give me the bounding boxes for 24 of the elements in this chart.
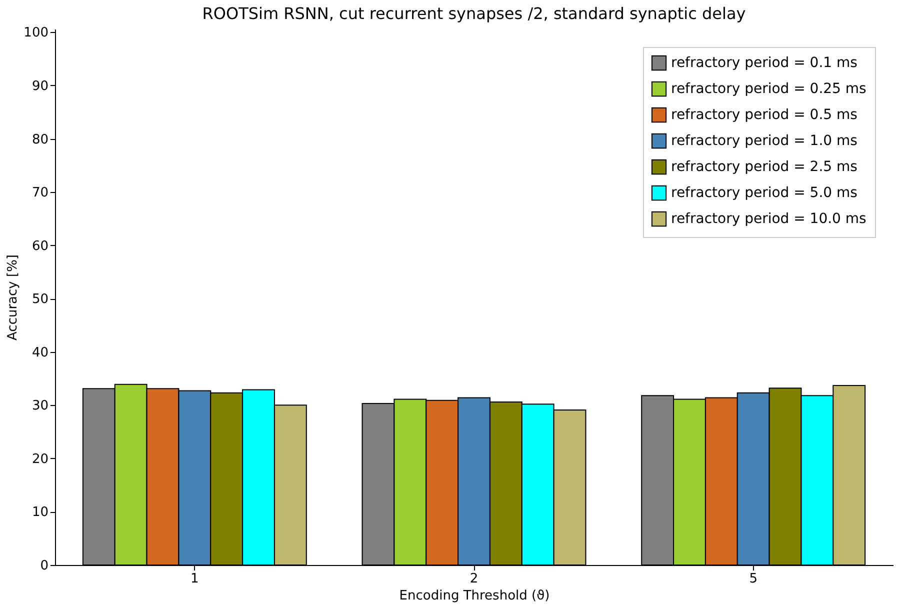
y-tick-label: 80 <box>32 132 48 148</box>
legend-label: refractory period = 0.1 ms <box>671 55 858 71</box>
y-axis-title: Accuracy [%] <box>6 254 21 340</box>
y-tick-label: 30 <box>32 398 48 414</box>
legend-label: refractory period = 5.0 ms <box>671 185 858 201</box>
y-tick-label: 10 <box>32 505 48 520</box>
chart-title: ROOTSim RSNN, cut recurrent synapses /2, standard synaptic delay <box>202 4 746 24</box>
legend-label: refractory period = 2.5 ms <box>671 159 858 175</box>
y-tick-label: 0 <box>40 558 48 574</box>
y-tick-label: 40 <box>32 345 48 360</box>
legend-label: refractory period = 10.0 ms <box>671 211 866 227</box>
y-tick-label: 100 <box>24 26 48 41</box>
y-tick-label: 60 <box>32 238 48 254</box>
legend-label: refractory period = 1.0 ms <box>671 133 858 149</box>
x-tick-label: 1 <box>190 572 199 586</box>
x-tick-label: 5 <box>749 572 758 586</box>
y-tick-label: 50 <box>32 292 48 308</box>
x-axis-title: Encoding Threshold (ϑ) <box>399 588 550 604</box>
x-tick-label: 2 <box>470 572 478 586</box>
y-tick-label: 70 <box>32 186 48 201</box>
legend-label: refractory period = 0.5 ms <box>671 107 858 123</box>
y-tick-label: 20 <box>32 452 48 467</box>
legend-label: refractory period = 0.25 ms <box>671 81 866 97</box>
y-tick-label: 90 <box>32 78 48 94</box>
